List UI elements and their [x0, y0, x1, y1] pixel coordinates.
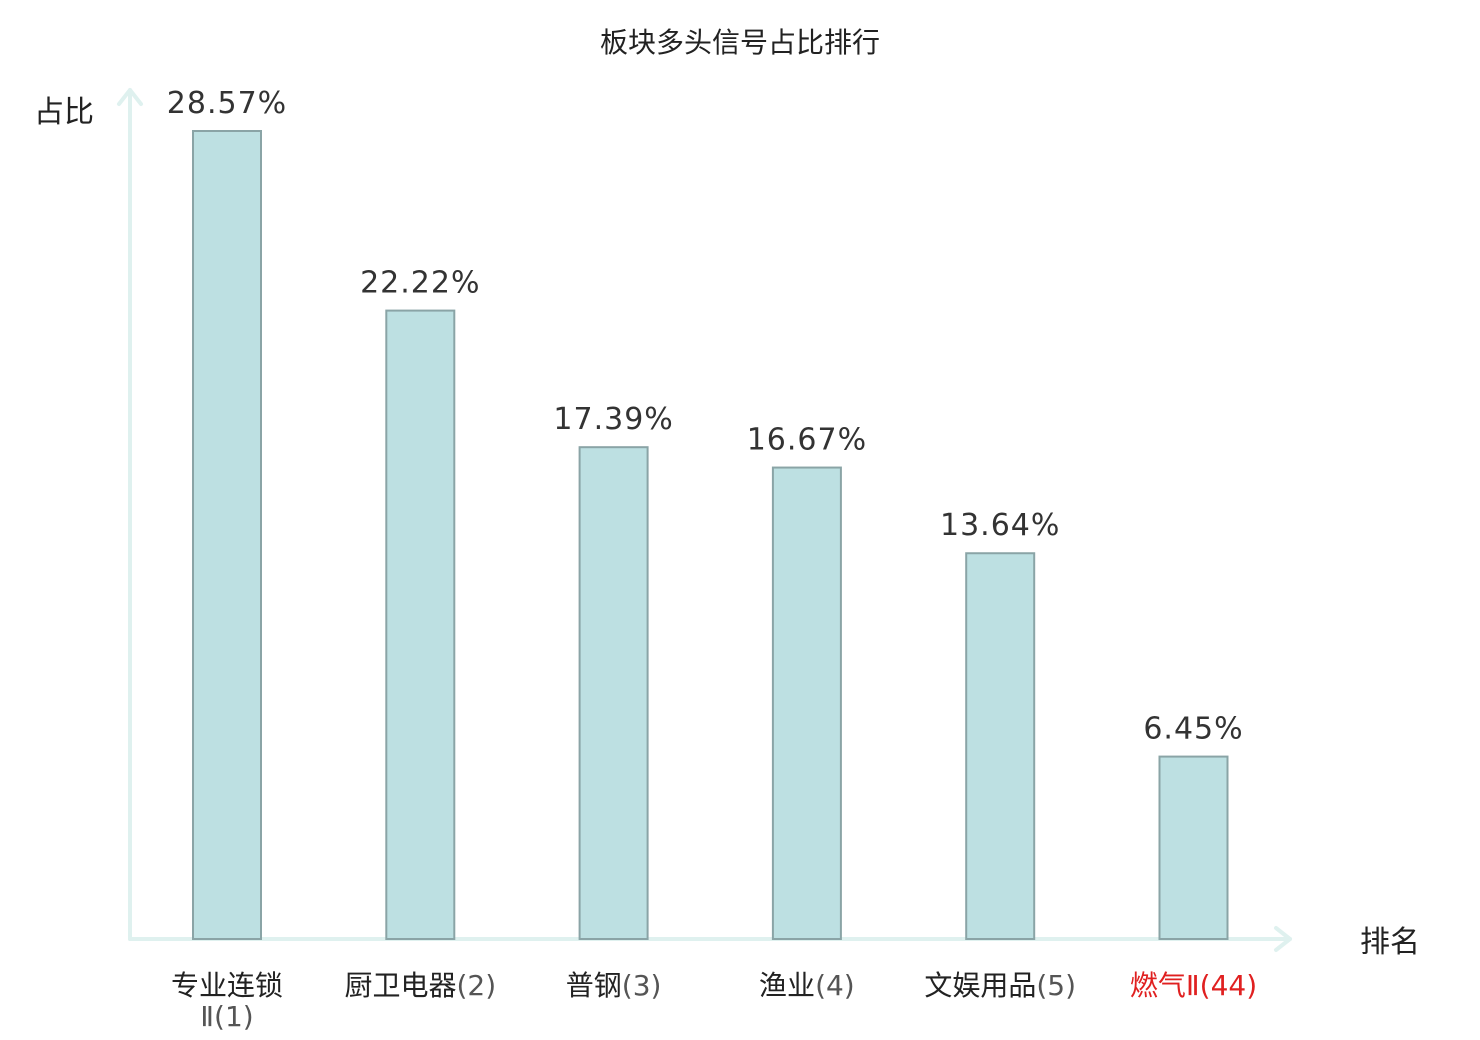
category-name-text: 燃气Ⅱ: [1130, 969, 1200, 1002]
y-axis-arrow-icon: [117, 88, 143, 106]
value-label-6: 6.45%: [1143, 712, 1243, 747]
y-axis-label: 占比: [34, 95, 94, 130]
category-name-text: 普钢: [566, 969, 622, 1002]
category-name-text: 厨卫电器: [344, 969, 456, 1002]
value-label-1: 28.57%: [167, 86, 287, 121]
x-axis-label: 排名: [1360, 925, 1420, 960]
category-rank: (3): [622, 969, 662, 1002]
category-name-text: 文娱用品: [924, 969, 1036, 1002]
category-name: 渔业(4): [759, 969, 855, 1002]
bars-group: [192, 130, 1229, 941]
category-name-line2: Ⅱ(1): [200, 1000, 253, 1033]
value-label-4: 16.67%: [747, 423, 867, 458]
category-name: 文娱用品(5): [924, 969, 1076, 1002]
bar-5: [965, 552, 1036, 940]
category-rank: (5): [1036, 969, 1076, 1002]
category-label-6: 燃气Ⅱ(44): [1130, 969, 1257, 1002]
category-name: 普钢(3): [566, 969, 662, 1002]
category-name: 厨卫电器(2): [344, 969, 496, 1002]
category-label-2: 厨卫电器(2): [344, 969, 496, 1002]
category-label-5: 文娱用品(5): [924, 969, 1076, 1002]
category-name-tail: Ⅱ: [200, 1000, 214, 1033]
x-axis-arrow-icon: [1274, 926, 1292, 952]
value-label-5: 13.64%: [940, 508, 1060, 543]
category-rank: (2): [456, 969, 496, 1002]
value-label-2: 22.22%: [360, 266, 480, 301]
chart-title: 板块多头信号占比排行: [600, 26, 880, 59]
axes: [117, 88, 1292, 952]
value-label-3: 17.39%: [553, 402, 673, 437]
category-rank: (1): [214, 1000, 254, 1033]
category-rank: (44): [1200, 969, 1257, 1002]
category-rank: (4): [815, 969, 855, 1002]
category-name: 燃气Ⅱ(44): [1130, 969, 1257, 1002]
category-name-text: 渔业: [759, 969, 815, 1002]
value-labels-group: 28.57% 22.22% 17.39% 16.67% 13.64% 6.45%: [167, 86, 1243, 747]
bar-1: [192, 130, 262, 940]
category-label-4: 渔业(4): [759, 969, 855, 1002]
category-label-3: 普钢(3): [566, 969, 662, 1002]
bar-4: [771, 466, 842, 940]
bar-3: [578, 446, 649, 940]
category-name-line1: 专业连锁: [171, 969, 283, 1002]
bar-6: [1158, 755, 1229, 941]
bar-2: [385, 309, 456, 940]
